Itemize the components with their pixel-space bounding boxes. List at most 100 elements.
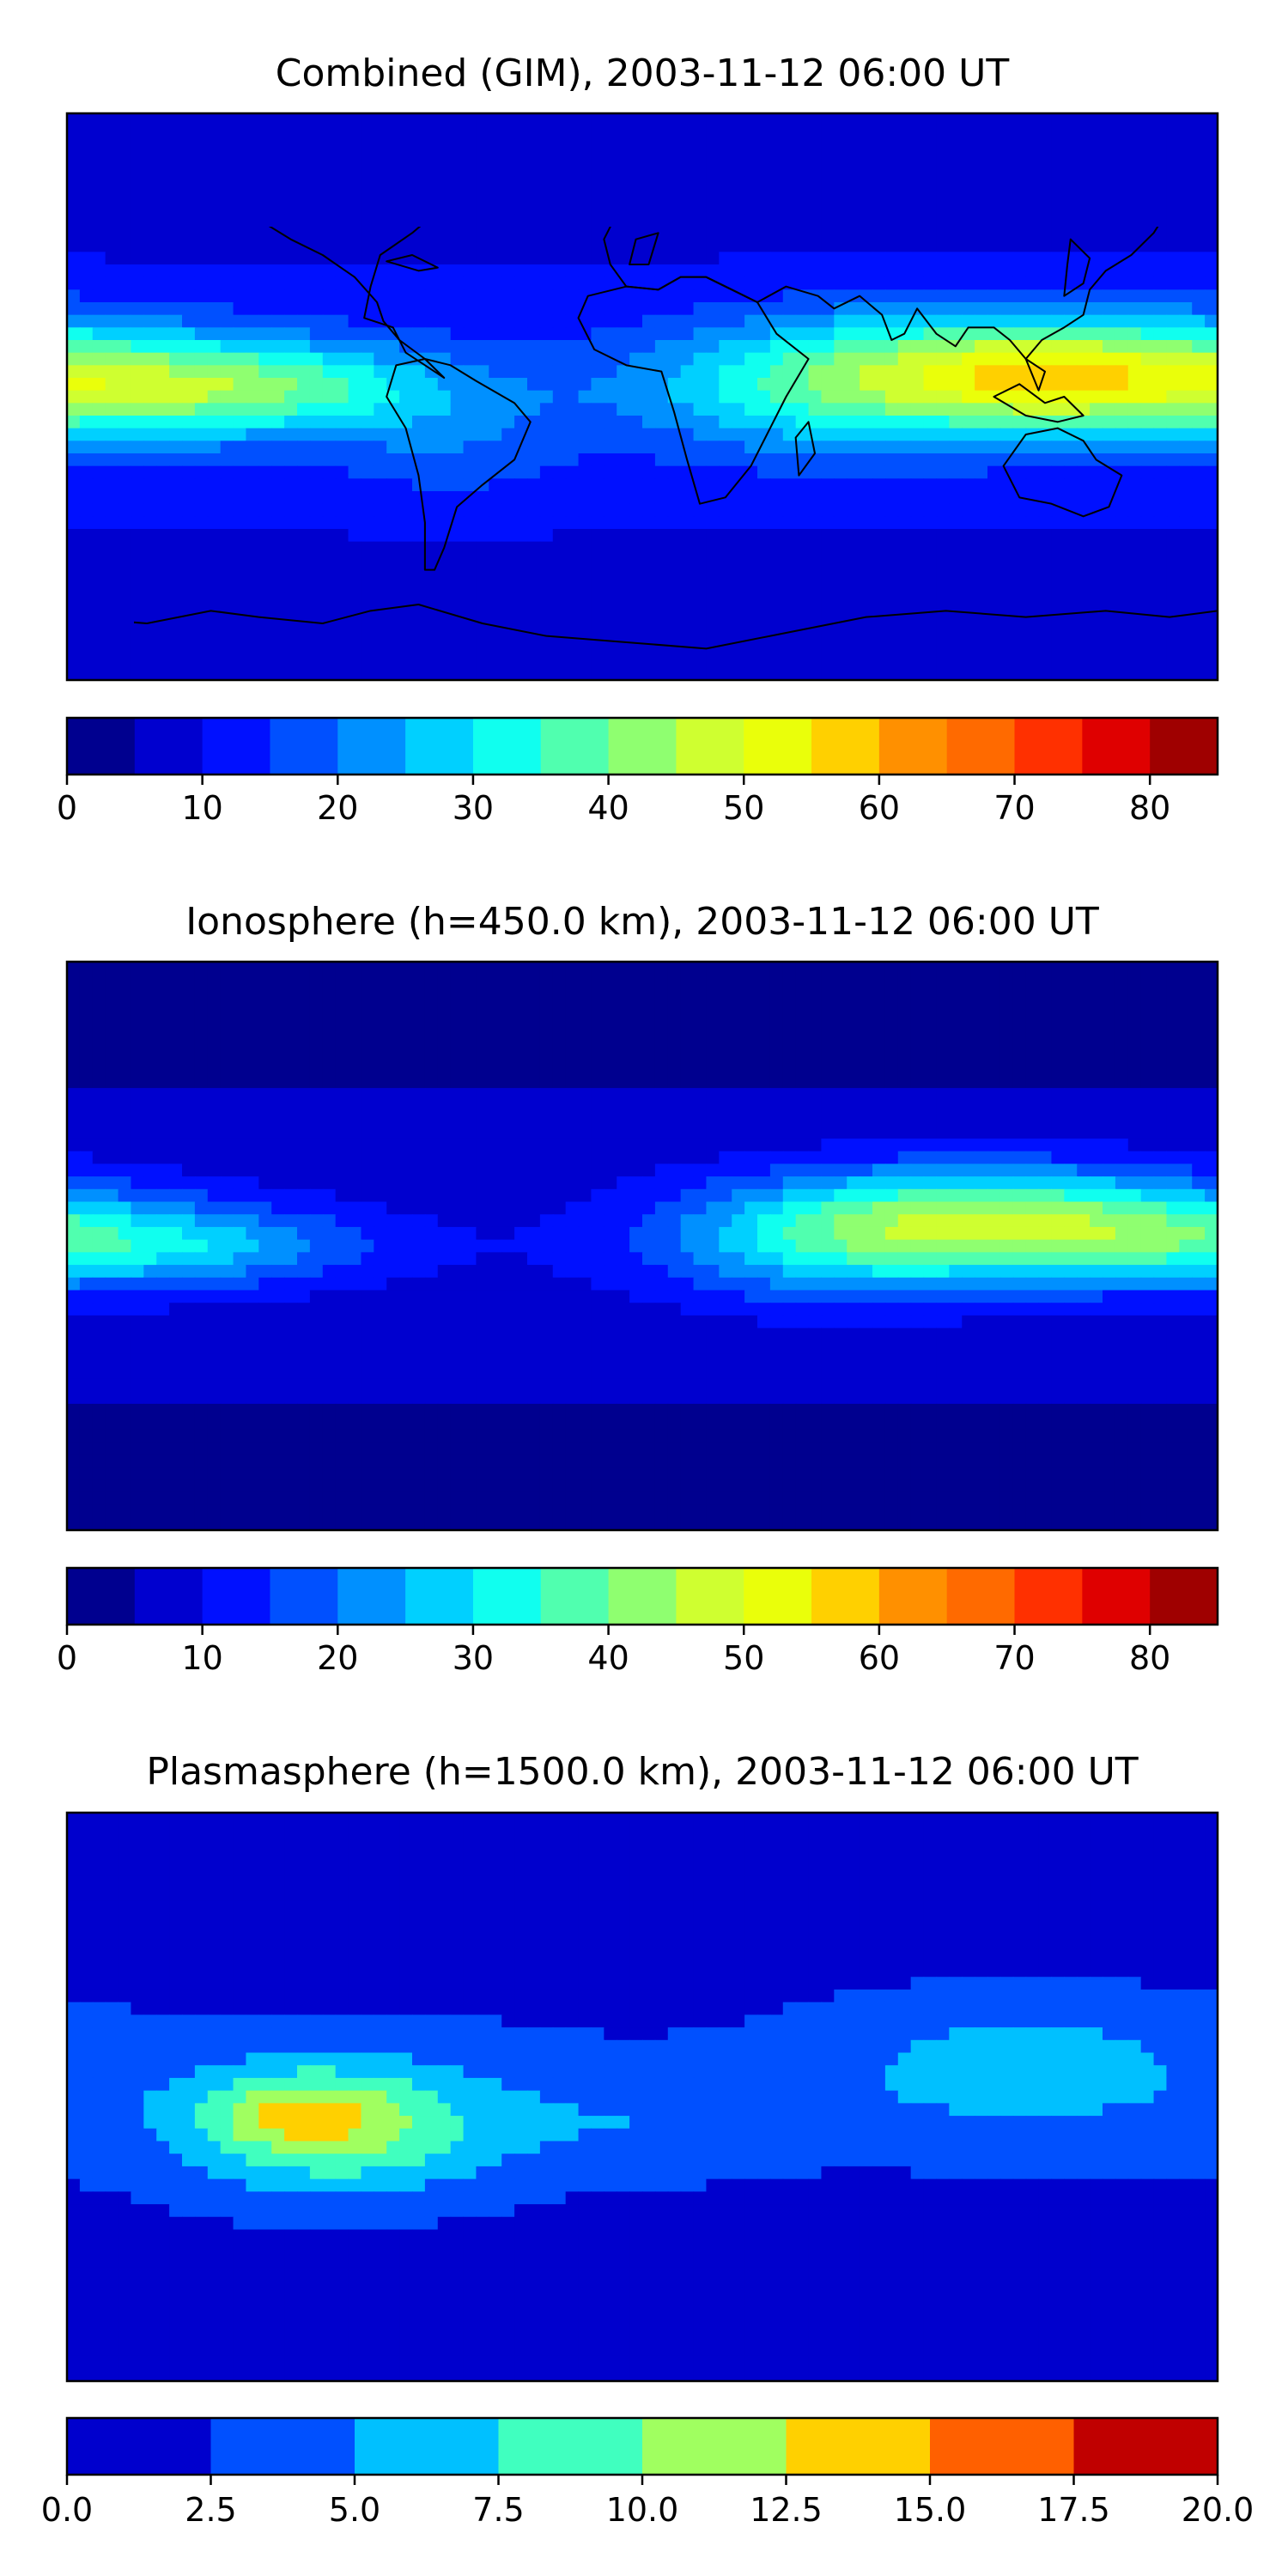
contour-cell <box>335 654 349 668</box>
contour-cell <box>156 478 170 492</box>
contour-cell <box>1140 629 1155 643</box>
contour-cell <box>1153 579 1168 592</box>
contour-cell <box>105 113 119 127</box>
contour-cell <box>246 592 259 605</box>
contour-cell <box>309 440 324 454</box>
contour-cell <box>309 541 324 555</box>
contour-cell <box>374 529 387 543</box>
contour-cell <box>872 1024 886 1038</box>
contour-cell <box>1077 999 1091 1013</box>
contour-cell <box>1166 113 1180 127</box>
contour-cell <box>1051 478 1065 492</box>
contour-cell <box>220 239 234 252</box>
contour-cell <box>706 113 720 127</box>
contour-cell <box>539 617 554 630</box>
contour-cell <box>987 974 1001 988</box>
contour-cell <box>1012 340 1027 354</box>
contour-cell <box>565 1012 580 1026</box>
contour-cell <box>1077 529 1091 543</box>
contour-cell <box>1192 1049 1206 1064</box>
contour-cell <box>79 428 94 441</box>
contour-cell <box>706 416 720 429</box>
contour-cell <box>578 1049 592 1064</box>
contour-cell <box>412 1049 426 1064</box>
contour-cell <box>374 227 387 240</box>
contour-cell <box>1166 440 1180 454</box>
contour-cell <box>706 453 720 467</box>
contour-cell <box>297 1024 311 1038</box>
contour-cell <box>207 529 222 543</box>
contour-cell <box>808 276 823 290</box>
contour-cell <box>1153 314 1168 328</box>
contour-cell <box>1166 138 1180 152</box>
contour-cell <box>860 113 873 127</box>
contour-cell <box>424 125 439 139</box>
contour-cell <box>79 617 94 630</box>
contour-cell <box>680 491 695 505</box>
contour-cell <box>284 378 298 392</box>
contour-cell <box>258 541 272 555</box>
contour-cell <box>654 189 669 203</box>
contour-cell <box>975 554 988 568</box>
contour-cell <box>1192 605 1206 618</box>
contour-cell <box>67 327 81 341</box>
contour-cell <box>782 252 797 265</box>
contour-cell <box>1051 302 1065 316</box>
contour-cell <box>642 1062 656 1076</box>
contour-cell <box>1115 987 1129 1000</box>
contour-cell <box>719 276 732 290</box>
contour-cell <box>757 352 771 366</box>
contour-cell <box>834 340 848 354</box>
contour-cell <box>1103 1062 1116 1076</box>
contour-cell <box>297 403 311 416</box>
contour-cell <box>463 428 477 441</box>
contour-cell <box>910 503 925 517</box>
contour-cell <box>834 654 848 668</box>
contour-cell <box>693 327 708 341</box>
contour-cell <box>322 214 337 228</box>
contour-cell <box>680 1062 695 1076</box>
contour-cell <box>374 239 387 252</box>
contour-cell <box>884 214 899 228</box>
contour-cell <box>79 962 94 975</box>
contour-cell <box>361 491 374 505</box>
contour-cell <box>284 189 298 203</box>
contour-cell <box>769 151 784 165</box>
contour-cell <box>744 453 758 467</box>
contour-cell <box>156 554 170 568</box>
contour-cell <box>194 176 209 190</box>
contour-cell <box>1205 465 1218 479</box>
contour-cell <box>936 416 950 429</box>
contour-cell <box>693 1075 708 1089</box>
contour-cell <box>424 289 439 303</box>
contour-cell <box>782 428 797 441</box>
contour-cell <box>719 592 732 605</box>
contour-cell <box>335 302 349 316</box>
contour-cell <box>424 554 439 568</box>
contour-cell <box>654 390 669 404</box>
contour-cell <box>795 163 810 177</box>
contour-cell <box>795 440 810 454</box>
contour-cell <box>962 302 975 316</box>
contour-cell <box>1012 416 1027 429</box>
contour-cell <box>629 478 643 492</box>
contour-cell <box>591 163 605 177</box>
contour-cell <box>552 276 567 290</box>
contour-cell <box>348 214 362 228</box>
contour-cell <box>999 340 1014 354</box>
contour-cell <box>514 189 528 203</box>
contour-cell <box>246 428 259 441</box>
panel-title: Combined (GIM), 2003-11-12 06:00 UT <box>276 52 1010 95</box>
contour-cell <box>118 352 132 366</box>
contour-cell <box>258 554 272 568</box>
contour-cell <box>1025 541 1040 555</box>
contour-cell <box>642 1024 656 1038</box>
contour-cell <box>1179 987 1193 1000</box>
contour-cell <box>1012 440 1027 454</box>
contour-cell <box>169 465 183 479</box>
contour-cell <box>450 403 465 416</box>
contour-cell <box>1025 491 1040 505</box>
contour-cell <box>246 416 259 429</box>
contour-cell <box>565 201 580 215</box>
contour-cell <box>1077 138 1091 152</box>
